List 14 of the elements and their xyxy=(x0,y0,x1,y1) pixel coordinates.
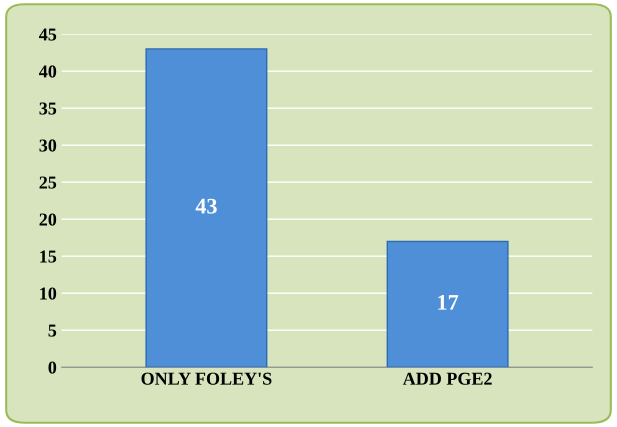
y-tick-label: 15 xyxy=(40,250,56,263)
y-tick-label: 10 xyxy=(40,287,56,300)
y-tick-label: 25 xyxy=(40,176,56,189)
data-label: 17 xyxy=(438,294,458,310)
y-tick-label: 30 xyxy=(39,139,56,152)
y-tick-label: 5 xyxy=(48,324,56,337)
y-tick-label: 40 xyxy=(39,65,56,78)
y-tick-label: 20 xyxy=(40,213,56,226)
y-tick-label: 0 xyxy=(48,361,56,374)
data-label: 43 xyxy=(196,198,217,214)
y-tick-label: 45 xyxy=(39,28,56,41)
x-tick-label: ONLY FOLEY'S xyxy=(141,372,272,385)
x-tick-label: ADD PGE2 xyxy=(402,372,492,385)
y-tick-label: 35 xyxy=(39,102,56,115)
